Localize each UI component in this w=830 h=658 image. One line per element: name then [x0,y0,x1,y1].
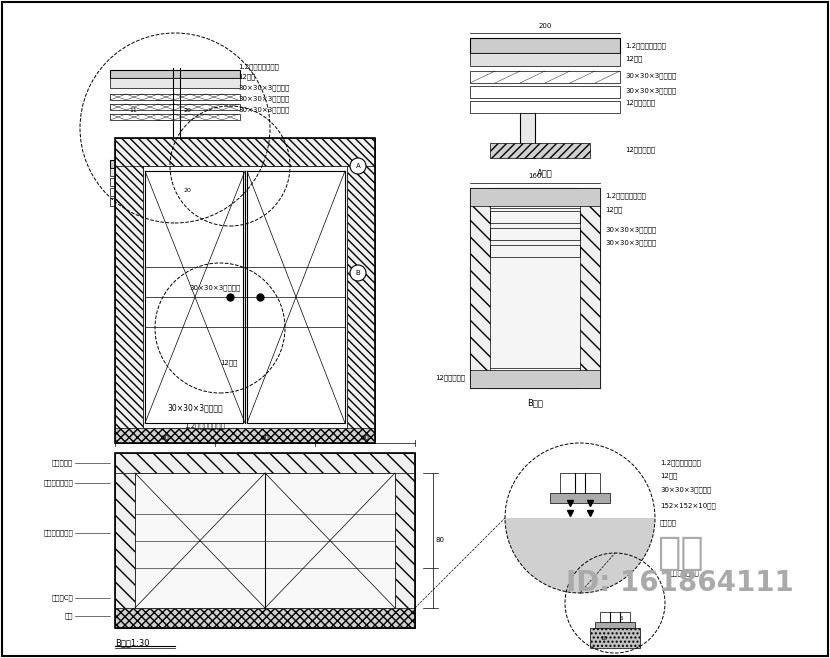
Text: 砂钢不锈钢拉手: 砂钢不锈钢拉手 [43,530,73,536]
Bar [115,453,135,628]
Text: A: A [355,163,360,169]
Bar [470,370,600,388]
Text: 30×30×3角钢龙骨: 30×30×3角钢龙骨 [625,72,676,80]
Bar [470,86,620,98]
Text: B剖面: B剖面 [527,399,543,407]
Bar [135,473,395,608]
Text: A剖面: A剖面 [537,168,553,178]
Text: 200: 200 [539,23,552,29]
Bar [470,101,620,113]
Text: 砂钢不锈钢门扇: 砂钢不锈钢门扇 [43,480,73,486]
Circle shape [350,158,366,174]
Text: 1.2厚砂不锈钢饰面: 1.2厚砂不锈钢饰面 [605,193,646,199]
Text: 60: 60 [360,435,369,441]
Text: 1.2厚砂不锈钢饰面: 1.2厚砂不锈钢饰面 [238,64,279,70]
Text: 门槛: 门槛 [65,613,73,619]
Text: 160: 160 [528,173,542,179]
Bar [110,168,240,176]
Text: ID: 161864111: ID: 161864111 [566,569,793,597]
Text: 地面垫层: 地面垫层 [660,520,677,526]
Text: 20: 20 [183,188,191,193]
Text: 1.2厚砂不锈钢饰面: 1.2厚砂不锈钢饰面 [625,43,666,49]
Bar [470,188,490,388]
Text: 1.2厚砂不锈钢饰面: 1.2厚砂不锈钢饰面 [660,460,701,467]
Text: 30×30×3角钢龙骨: 30×30×3角钢龙骨 [238,85,289,91]
Bar [143,166,347,428]
Text: 12层钢化玻璃: 12层钢化玻璃 [625,100,655,107]
Text: 12层板: 12层板 [605,207,622,213]
Bar [395,453,415,628]
Text: 60: 60 [261,435,270,441]
Bar [470,188,600,206]
Text: 152×152×10钢板: 152×152×10钢板 [660,503,715,509]
Text: 12层板: 12层板 [625,56,642,63]
Text: 80: 80 [435,538,444,544]
Bar [490,211,580,223]
Bar [590,628,640,648]
Bar [115,453,415,473]
Bar [600,612,630,622]
Text: 6: 6 [620,615,623,620]
Bar [595,622,635,628]
Bar [110,178,240,186]
Text: B: B [355,270,360,276]
Bar [470,38,620,53]
Bar [110,188,240,196]
Bar [110,104,240,110]
Bar [475,208,595,368]
Text: 20: 20 [183,107,191,113]
Bar [490,228,580,240]
Bar [110,94,240,100]
Bar [560,473,600,493]
Text: 30×30×3角钢龙骨: 30×30×3角钢龙骨 [605,227,657,234]
Text: 不锈钢门夹: 不锈钢门夹 [51,460,73,467]
Bar [520,113,535,158]
Bar [115,138,375,443]
Bar [115,608,415,628]
Wedge shape [505,518,655,593]
Text: 10: 10 [600,636,607,640]
Text: 12层板: 12层板 [220,360,237,367]
Bar [247,171,345,423]
Text: 12层钢化玻璃: 12层钢化玻璃 [435,374,465,381]
Bar [110,198,240,206]
Bar [347,138,375,443]
Bar [470,53,620,66]
Text: 30×30×3角钢龙骨: 30×30×3角钢龙骨 [238,95,289,102]
Bar [110,78,240,88]
Text: 30×30×3角钢龙骨: 30×30×3角钢龙骨 [238,107,289,113]
Text: 30×30×3角钢龙骨: 30×30×3角钢龙骨 [605,240,657,246]
Bar [580,188,600,388]
Text: 1.2厚砂不锈钢饰面: 1.2厚砂不锈钢饰面 [184,422,226,429]
Bar [550,493,610,503]
Text: 12层板: 12层板 [238,74,256,80]
Bar [490,143,590,158]
Text: 30×30×3角钢龙骨: 30×30×3角钢龙骨 [660,487,711,494]
Circle shape [350,265,366,281]
Text: 12层板: 12层板 [660,472,677,479]
Bar [110,70,240,78]
Text: 11: 11 [129,107,137,113]
Bar [490,245,580,257]
Text: B大样1:30: B大样1:30 [115,638,149,647]
Text: 知末: 知末 [657,534,703,572]
Text: 工字钢C条: 工字钢C条 [51,595,73,601]
Bar [115,428,375,443]
Text: 12层钢化玻璃: 12层钢化玻璃 [625,147,655,153]
Bar [110,114,240,120]
Bar [470,188,600,388]
Bar [110,160,240,168]
Bar [145,171,243,423]
Text: 30×30×3角钢龙骨: 30×30×3角钢龙骨 [625,88,676,94]
Text: 砂钢不锈钢门槛: 砂钢不锈钢门槛 [670,570,700,576]
Bar [115,138,143,443]
Text: 30×30×3角钢龙骨: 30×30×3角钢龙骨 [167,403,222,413]
Text: 30×30×3角钢龙骨: 30×30×3角钢龙骨 [189,285,241,291]
Bar [115,138,375,166]
Bar [470,71,620,83]
Text: 60: 60 [160,435,169,441]
Bar [115,453,415,628]
